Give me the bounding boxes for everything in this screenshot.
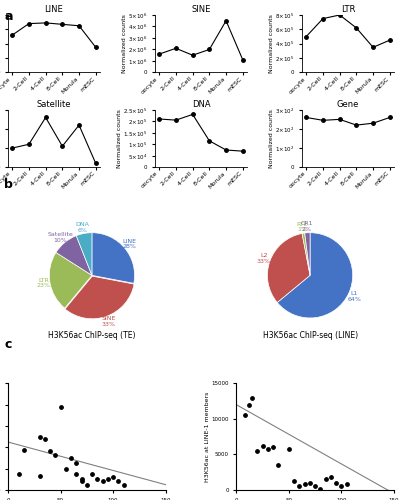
- Point: [342, 480, 349, 488]
- Title: LTR: LTR: [340, 5, 354, 14]
- X-axis label: H3K56ac ChIP-seq (TE): H3K56ac ChIP-seq (TE): [48, 332, 136, 340]
- Point: [47, 446, 53, 454]
- Text: Satellite
10%: Satellite 10%: [48, 232, 73, 243]
- Text: DNA
6%: DNA 6%: [76, 222, 89, 232]
- Text: SINE
33%: SINE 33%: [101, 316, 115, 327]
- Point: [94, 476, 100, 484]
- Text: L2
33%: L2 33%: [256, 254, 270, 264]
- Y-axis label: Normalized counts: Normalized counts: [116, 109, 121, 168]
- Y-axis label: Normalized counts: Normalized counts: [122, 14, 126, 73]
- Point: [248, 394, 255, 402]
- Point: [296, 482, 302, 490]
- Text: a: a: [4, 10, 12, 23]
- Wedge shape: [267, 234, 309, 302]
- Point: [36, 432, 43, 440]
- Title: Gene: Gene: [336, 100, 358, 109]
- Point: [15, 470, 22, 478]
- Text: L1
64%: L1 64%: [346, 291, 360, 302]
- Point: [245, 400, 252, 408]
- Wedge shape: [76, 232, 92, 276]
- Wedge shape: [56, 236, 92, 276]
- Point: [115, 478, 121, 486]
- Point: [109, 473, 116, 481]
- Point: [241, 412, 247, 420]
- Point: [264, 445, 271, 453]
- X-axis label: H3K56ac ChIP-seq (LINE): H3K56ac ChIP-seq (LINE): [262, 332, 357, 340]
- Point: [78, 478, 85, 486]
- Point: [275, 461, 281, 469]
- Text: b: b: [4, 178, 13, 190]
- Point: [89, 470, 95, 478]
- Point: [322, 476, 328, 484]
- Title: LINE: LINE: [45, 5, 63, 14]
- Point: [259, 442, 265, 450]
- Title: Satellite: Satellite: [36, 100, 71, 109]
- Point: [36, 472, 43, 480]
- Text: CR1
2%: CR1 2%: [300, 221, 312, 232]
- Point: [104, 476, 111, 484]
- Point: [285, 445, 292, 453]
- Point: [316, 484, 323, 492]
- Wedge shape: [304, 232, 309, 276]
- Text: LTR
23%: LTR 23%: [36, 278, 51, 288]
- Point: [73, 460, 79, 468]
- Point: [120, 480, 126, 488]
- Point: [301, 480, 307, 488]
- Point: [337, 482, 344, 490]
- Point: [78, 476, 85, 484]
- Wedge shape: [65, 276, 134, 319]
- Y-axis label: Normalized counts: Normalized counts: [268, 109, 273, 168]
- Point: [41, 435, 48, 443]
- Wedge shape: [301, 233, 309, 276]
- Point: [57, 403, 64, 411]
- Point: [68, 454, 74, 462]
- Wedge shape: [92, 232, 134, 283]
- Text: c: c: [4, 338, 11, 350]
- Title: DNA: DNA: [191, 100, 210, 109]
- Point: [83, 480, 90, 488]
- Point: [269, 444, 276, 452]
- Text: RTE
1%: RTE 1%: [296, 222, 308, 232]
- Point: [253, 447, 260, 455]
- Point: [311, 482, 318, 490]
- Point: [327, 473, 333, 481]
- Wedge shape: [49, 252, 92, 308]
- Point: [52, 451, 59, 459]
- Point: [73, 470, 79, 478]
- Y-axis label: H3K56ac at LINE-1 members: H3K56ac at LINE-1 members: [205, 392, 209, 482]
- Title: SINE: SINE: [191, 5, 210, 14]
- Wedge shape: [277, 232, 352, 318]
- Y-axis label: Normalized counts: Normalized counts: [268, 14, 273, 73]
- Point: [332, 479, 338, 487]
- Point: [290, 478, 297, 486]
- Point: [63, 464, 69, 472]
- Text: LINE
28%: LINE 28%: [122, 238, 136, 250]
- Point: [99, 478, 105, 486]
- Point: [306, 479, 312, 487]
- Point: [20, 446, 27, 454]
